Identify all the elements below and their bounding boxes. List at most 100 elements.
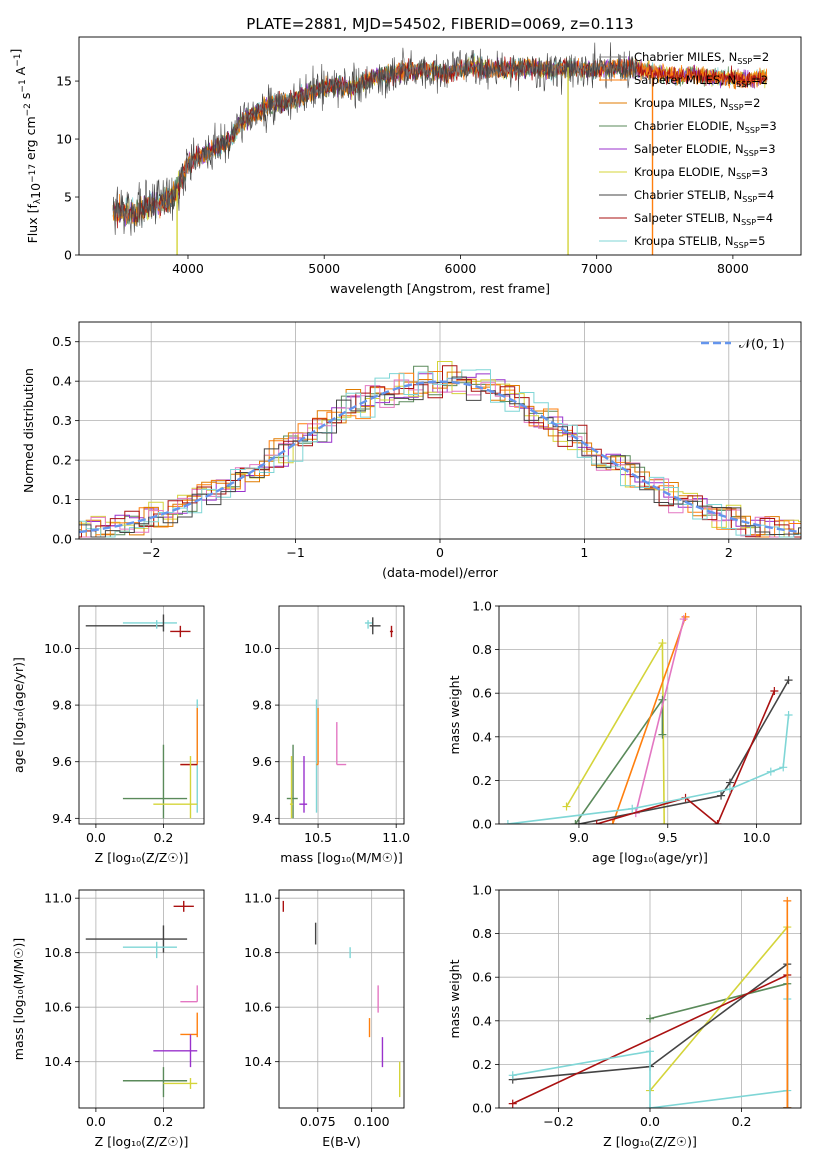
- legend-entry-chabrier_elodie: Chabrier ELODIE, NSSP=3: [634, 119, 777, 135]
- legend-entry-kroupa_miles: Kroupa MILES, NSSP=2: [634, 96, 760, 112]
- legend-entry-suffix: =5: [749, 234, 766, 248]
- spectrum-xtick-label: 4000: [172, 261, 204, 276]
- weight_vs_Z-xlabel: Z [log₁₀(Z/Z☉)]: [603, 1134, 697, 1149]
- age_vs_mass-ytick-label: 9.6: [252, 754, 272, 769]
- weight_vs_age-ytick-label: 0.4: [472, 729, 492, 744]
- weight_vs_Z-marker-kroupa_stelib: [646, 1047, 654, 1056]
- legend-entry-kroupa_stelib: Kroupa STELIB, NSSP=5: [634, 234, 765, 250]
- spectrum-ylabel-part: λ: [33, 198, 43, 204]
- spectrum-line-chabrier_stelib: [112, 42, 638, 236]
- spectrum-ylabel-part: erg cm: [23, 116, 38, 164]
- weight_vs_Z-ytick-label: 1.0: [472, 883, 492, 898]
- mass_vs_ebv-data: [282, 900, 401, 1098]
- weight_vs_age-marker-chabrier_stelib: [574, 820, 583, 824]
- weight_vs_Z-line-chabrier_elodie: [649, 982, 789, 1108]
- legend-entry-label: Chabrier MILES, N: [634, 50, 737, 64]
- gaussian-curve: [79, 380, 801, 534]
- weight_vs_age-marker-kroupa_elodie: [658, 639, 667, 648]
- weight_vs_Z-frame: [498, 889, 802, 1109]
- weight_vs_Z-ytick-label: 0.6: [472, 970, 492, 985]
- weight_vs_Z-marker-salpeter_stelib: [508, 1099, 517, 1108]
- histogram-ytick-label: 0.4: [52, 374, 72, 389]
- histogram-ytick-label: 0.1: [52, 492, 72, 507]
- age_vs_mass-xlabel: mass [log₁₀(M/M☉)]: [280, 850, 402, 865]
- weight_vs_age-marker-chabrier_elodie: [571, 820, 580, 824]
- legend-entry-label: Kroupa STELIB, N: [634, 234, 734, 248]
- legend-entry-sub: SSP: [737, 57, 752, 66]
- legend-entry-label: Salpeter MILES, N: [634, 73, 736, 87]
- spectrum-ytick-label: 10: [56, 132, 72, 147]
- spectrum-ylabel-part: Flux [f: [25, 204, 40, 244]
- age_vs_Z-xlabel: Z [log₁₀(Z/Z☉)]: [95, 850, 189, 865]
- weight_vs_age-marker-salpeter_stelib: [592, 820, 601, 824]
- spectrum-ylabel: Flux [fλ10−17 erg cm−2 s−1 A−1]: [8, 49, 43, 244]
- legend-entry-chabrier_miles: Chabrier MILES, NSSP=2: [634, 50, 769, 66]
- weight_vs_age-marker-kroupa_stelib: [503, 820, 512, 824]
- mass_vs_Z-ytick-label: 10.6: [44, 1000, 72, 1015]
- weight_vs_Z-ytick-label: 0.8: [472, 926, 492, 941]
- age_vs_mass-ytick-label: 9.4: [252, 811, 272, 826]
- legend-entry-salpeter_miles: Salpeter MILES, NSSP=2: [634, 73, 768, 89]
- weight_vs_age-marker-kroupa_stelib: [779, 763, 788, 772]
- histogram-frame: [78, 321, 802, 540]
- spectrum-ylabel-part: s: [18, 93, 33, 104]
- weight_vs_Z-data: [508, 896, 792, 1108]
- weight_vs_age-data: [503, 612, 793, 824]
- weight_vs_age-marker-pink: [679, 615, 688, 624]
- weight_vs_age-marker-kroupa_elodie: [660, 820, 669, 824]
- weight_vs_age-marker-salpeter_stelib: [770, 687, 779, 696]
- weight_vs_Z-marker-salpeter_miles: [783, 1104, 792, 1108]
- weight_vs_age-marker-kroupa_stelib: [766, 767, 775, 776]
- weight_vs_age-marker-salpeter_miles: [608, 820, 617, 824]
- weight_vs_age-line-kroupa_stelib: [507, 714, 790, 824]
- spectrum-ytick-label: 15: [56, 74, 72, 89]
- weight_vs_Z-ytick-label: 0.2: [472, 1057, 492, 1072]
- age_vs_Z-ytick-label: 9.8: [52, 698, 72, 713]
- spectrum-data: [112, 42, 768, 255]
- weight_vs_Z-ylabel: mass weight: [447, 959, 462, 1038]
- age_vs_Z-frame: [78, 605, 205, 825]
- age_vs_Z-xtick-label: 0.0: [86, 830, 106, 845]
- histogram-ytick-label: 0.5: [52, 334, 72, 349]
- spectrum-ytick-label: 5: [64, 190, 72, 205]
- spectrum-frame: [78, 36, 802, 256]
- spectrum-ylabel-part: −1: [18, 79, 28, 92]
- weight_vs_age-xtick-label: 9.5: [658, 830, 678, 845]
- legend-entry-sub: SSP: [741, 218, 756, 227]
- spectrum-ylabel-part: 10: [28, 183, 43, 199]
- mass_vs_Z-xtick-label: 0.0: [86, 1114, 106, 1129]
- legend-entry-suffix: =2: [751, 73, 768, 87]
- age_vs_Z-ytick-label: 9.4: [52, 811, 72, 826]
- weight_vs_Z-marker-chabrier_elodie: [646, 1014, 654, 1023]
- spectrum-xtick-label: 7000: [581, 261, 613, 276]
- histogram-step-chabrier_elodie: [79, 365, 801, 538]
- legend-entry-suffix: =3: [759, 142, 776, 156]
- spectrum-xtick-label: 5000: [308, 261, 340, 276]
- legend-entry-suffix: =2: [744, 96, 761, 110]
- mass_vs_ebv-ytick-label: 10.8: [244, 945, 272, 960]
- histogram-step-kroupa_elodie: [79, 361, 801, 538]
- age_vs_mass-xtick-label: 11.0: [382, 830, 410, 845]
- legend-entry-label: Kroupa ELODIE, N: [634, 165, 736, 179]
- weight_vs_Z-marker-kroupa_stelib: [646, 1104, 654, 1108]
- legend-entry-salpeter_stelib: Salpeter STELIB, NSSP=4: [634, 211, 773, 227]
- weight_vs_age-marker-kroupa_stelib: [784, 711, 793, 719]
- histogram-step-salpeter_stelib: [79, 365, 801, 538]
- legend-entry-suffix: =4: [757, 188, 774, 202]
- age_vs_Z-data: [85, 614, 198, 819]
- legend-entry-suffix: =3: [751, 165, 768, 179]
- weight_vs_age-ytick-label: 0.8: [472, 642, 492, 657]
- mass_vs_Z-data: [85, 900, 198, 1098]
- histogram-panel: −2 −1 0 1 2 0.0 0.1 0.2 0.3 0.4 0.5 (data-model)/er…: [21, 321, 802, 580]
- weight_vs_age-ylabel: mass weight: [447, 675, 462, 754]
- weight_vs_age-marker-kroupa_stelib: [725, 785, 734, 794]
- weight_vs_Z-panel: −0.2 0.0 0.2 0.0 0.2 0.4 0.6 0.8 1.0 Z [log₁₀(Z/Z…: [447, 883, 802, 1149]
- mass_vs_ebv-xtick-label: 0.075: [300, 1114, 336, 1129]
- weight_vs_Z-ytick-label: 0.0: [472, 1101, 492, 1116]
- spectrum-ylabel-part: −1: [13, 54, 23, 67]
- age_vs_Z-panel: 0.0 0.2 9.4 9.6 9.8 10.0 Z [log₁₀(Z/Z☉)] age [l…: [11, 605, 205, 865]
- age_vs_Z-ylabel: age [log₁₀(age/yr)]: [11, 657, 26, 773]
- mass_vs_ebv-panel: 0.075 0.100 10.4 10.6 10.8 11.0 E(B-V): [244, 889, 405, 1149]
